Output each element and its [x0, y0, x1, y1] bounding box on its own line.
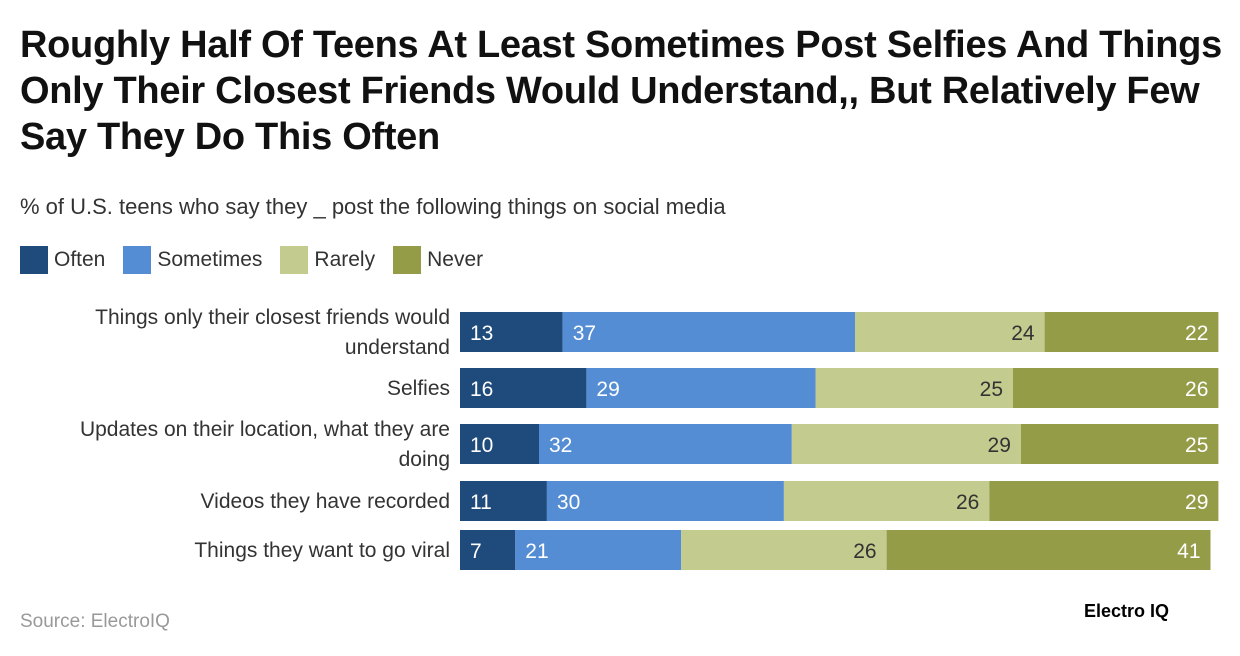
bar-segment-sometimes [586, 368, 816, 408]
legend-item-never: Never [393, 246, 483, 274]
data-label: 10 [470, 434, 493, 457]
data-label: 25 [980, 378, 1003, 401]
data-label: 13 [470, 322, 493, 345]
electroiq-logo: Electro IQ [1084, 601, 1170, 621]
bar-segment-never [1020, 424, 1219, 464]
bar-segment-often [460, 481, 547, 521]
data-label: 29 [988, 434, 1011, 457]
bar-segment-never [886, 530, 1211, 570]
bar-segment-never [1013, 368, 1219, 408]
category-label: doing [399, 448, 450, 471]
data-label: 26 [853, 540, 876, 563]
data-label: 29 [1185, 491, 1208, 514]
legend-swatch [280, 246, 309, 274]
data-label: 30 [557, 491, 580, 514]
legend-swatch [393, 246, 422, 274]
category-label: Updates on their location, what they are [80, 418, 450, 441]
chart-title: Roughly Half Of Teens At Least Sometimes… [20, 24, 1222, 158]
data-label: 26 [1185, 378, 1208, 401]
data-label: 16 [470, 378, 493, 401]
legend-label: Sometimes [157, 248, 263, 271]
bar-segment-never [1044, 312, 1219, 352]
legend-label: Never [427, 248, 484, 271]
category-label: Things they want to go viral [194, 539, 450, 562]
category-label: Things only their closest friends would [95, 306, 450, 329]
bar-segment-sometimes [562, 312, 855, 352]
legend-item-rarely: Rarely [280, 246, 375, 274]
category-label: understand [345, 336, 450, 359]
legend-label: Often [54, 248, 106, 271]
data-label: 25 [1185, 434, 1208, 457]
data-label: 29 [596, 378, 619, 401]
bar-segment-often [460, 312, 563, 352]
bar-segment-rarely [791, 424, 1021, 464]
data-label: 11 [470, 491, 492, 514]
legend-swatch [123, 246, 152, 274]
data-label: 22 [1185, 322, 1208, 345]
bar-segment-sometimes [539, 424, 792, 464]
bar-segment-sometimes [546, 481, 784, 521]
bar-segment-rarely [815, 368, 1013, 408]
data-label: 21 [525, 540, 548, 563]
data-label: 41 [1177, 540, 1200, 563]
legend-item-sometimes: Sometimes [123, 246, 262, 274]
category-label: Videos they have recorded [201, 490, 450, 513]
source-note: Source: ElectroIQ [20, 611, 170, 632]
data-label: 32 [549, 434, 572, 457]
legend: Often Sometimes Rarely Never [20, 246, 483, 274]
bar-segment-often [460, 530, 516, 570]
bar-segment-rarely [855, 312, 1045, 352]
legend-swatch [20, 246, 48, 274]
legend-label: Rarely [314, 248, 376, 271]
bar-segment-often [460, 368, 587, 408]
data-label: 7 [470, 540, 482, 563]
bar-segment-often [460, 424, 539, 464]
bar-segment-rarely [681, 530, 887, 570]
data-label: 24 [1011, 322, 1035, 345]
bar-segment-rarely [783, 481, 990, 521]
legend-item-often: Often [20, 246, 105, 274]
data-label: 37 [573, 322, 596, 345]
data-label: 26 [956, 491, 979, 514]
category-label: Selfies [387, 377, 450, 400]
bar-segment-sometimes [515, 530, 682, 570]
bar-segment-never [989, 481, 1219, 521]
chart-subtitle: % of U.S. teens who say they _ post the … [20, 194, 726, 219]
